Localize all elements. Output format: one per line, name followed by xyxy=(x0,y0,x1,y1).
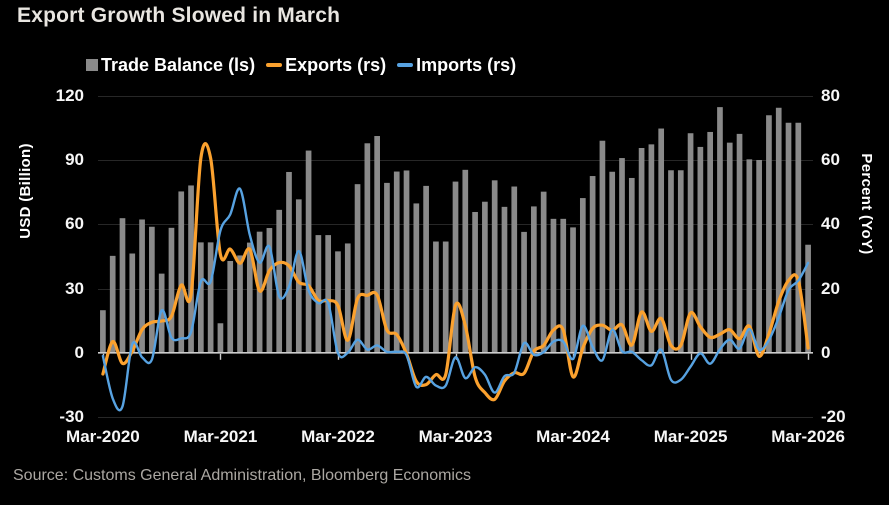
y-axis-left-tick: 120 xyxy=(55,86,84,105)
y-axis-right-tick: -20 xyxy=(821,407,846,426)
imports-line-swatch-icon xyxy=(397,63,414,67)
right-axis-title: Percent (YoY) xyxy=(858,153,875,255)
legend-item-exports: Exports (rs) xyxy=(266,54,386,76)
chart-title: Export Growth Slowed in March xyxy=(17,4,341,27)
y-axis-left-tick: 0 xyxy=(74,342,84,362)
y-axis-left-tick: -30 xyxy=(59,407,84,426)
chart-legend: Trade Balance (ls) Exports (rs) Imports … xyxy=(86,54,516,76)
legend-label-exports: Exports (rs) xyxy=(285,55,387,75)
y-axis-right-tick: 40 xyxy=(821,214,840,234)
y-axis-right-tick: 80 xyxy=(821,86,840,105)
y-axis-left-tick: 60 xyxy=(65,214,84,234)
x-axis-tick: Mar-2022 xyxy=(301,427,375,446)
x-axis-tick: Mar-2024 xyxy=(536,427,610,446)
legend-item-imports: Imports (rs) xyxy=(397,54,516,76)
y-axis-right-tick: 20 xyxy=(821,278,840,298)
y-axis-right-tick: 60 xyxy=(821,150,840,170)
y-axis-left-tick: 90 xyxy=(65,150,84,170)
trade-balance-swatch-icon xyxy=(86,59,98,71)
legend-label-imports: Imports (rs) xyxy=(416,55,517,75)
exports-line-swatch-icon xyxy=(266,63,283,67)
source-line: Source: Customs General Administration, … xyxy=(13,467,471,484)
x-axis-tick: Mar-2026 xyxy=(771,427,845,446)
legend-label-trade-balance: Trade Balance (ls) xyxy=(101,55,256,75)
y-axis-left-tick: 30 xyxy=(65,278,84,298)
x-axis-tick: Mar-2023 xyxy=(418,427,493,446)
x-axis-tick: Mar-2025 xyxy=(653,427,728,446)
legend-item-trade-balance: Trade Balance (ls) xyxy=(86,54,255,76)
left-axis-title: USD (Billion) xyxy=(17,143,34,239)
y-axis-right-tick: 0 xyxy=(821,342,831,362)
x-axis-tick: Mar-2021 xyxy=(183,427,258,446)
x-axis-tick: Mar-2020 xyxy=(66,427,140,446)
